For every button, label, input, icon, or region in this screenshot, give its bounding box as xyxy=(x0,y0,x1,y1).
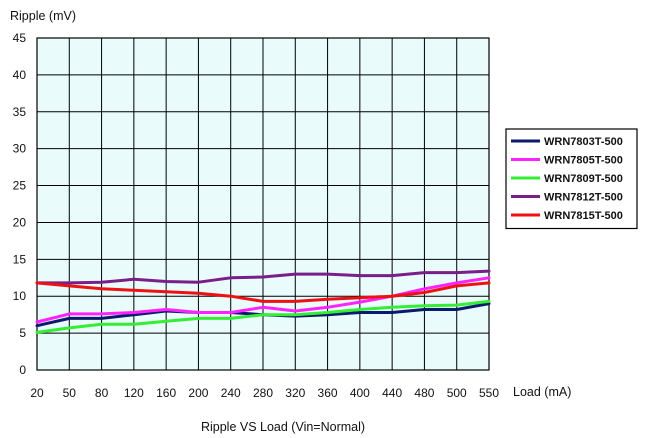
legend-label: WRN7812T-500 xyxy=(544,192,623,204)
y-tick-label: 0 xyxy=(19,363,26,377)
y-tick-label: 10 xyxy=(13,289,27,303)
y-tick-label: 35 xyxy=(13,105,27,119)
legend: WRN7803T-500 WRN7805T-500 WRN7809T-500 WRN7… xyxy=(505,128,638,230)
x-tick-label: 200 xyxy=(188,386,208,400)
x-tick-label: 550 xyxy=(479,386,499,400)
series-line-wrn7809t-500 xyxy=(35,299,491,334)
legend-label: WRN7815T-500 xyxy=(544,210,623,222)
x-tick-label: 500 xyxy=(447,386,467,400)
x-tick-label: 280 xyxy=(253,386,273,400)
y-tick-label: 25 xyxy=(13,179,27,193)
plot-frame xyxy=(36,37,490,371)
x-tick-label: 320 xyxy=(285,386,305,400)
series-line-wrn7805t-500 xyxy=(35,276,491,324)
axis-ticks: 0 5 10 15 20 25 30 35 40 45 20 50 80 120 160 200 240 280 3… xyxy=(13,31,500,400)
y-tick-label: 20 xyxy=(13,215,27,229)
legend-label: WRN7803T-500 xyxy=(544,136,623,148)
x-tick-label: 240 xyxy=(221,386,241,400)
x-tick-label: 80 xyxy=(95,386,109,400)
y-tick-label: 40 xyxy=(13,68,27,82)
x-tick-label: 50 xyxy=(63,386,77,400)
x-tick-label: 120 xyxy=(124,386,144,400)
legend-label: WRN7809T-500 xyxy=(544,173,623,185)
y-tick-label: 15 xyxy=(13,252,27,266)
x-tick-label: 360 xyxy=(318,386,338,400)
y-tick-label: 45 xyxy=(13,31,27,45)
chart-title: Ripple VS Load (Vin=Normal) xyxy=(201,420,365,434)
y-tick-label: 30 xyxy=(13,142,27,156)
plot-area xyxy=(36,37,490,371)
series-line-wrn7815t-500 xyxy=(35,281,491,303)
y-axis-title: Ripple (mV) xyxy=(10,9,76,23)
x-tick-label: 480 xyxy=(414,386,434,400)
series-lines xyxy=(35,269,491,334)
y-tick-label: 5 xyxy=(19,326,26,340)
x-tick-label: 440 xyxy=(382,386,402,400)
x-tick-label: 400 xyxy=(350,386,370,400)
x-axis-title: Load (mA) xyxy=(513,385,571,399)
x-tick-label: 20 xyxy=(30,386,44,400)
x-tick-label: 160 xyxy=(156,386,176,400)
series-line-wrn7812t-500 xyxy=(35,269,491,285)
legend-label: WRN7805T-500 xyxy=(544,155,623,167)
